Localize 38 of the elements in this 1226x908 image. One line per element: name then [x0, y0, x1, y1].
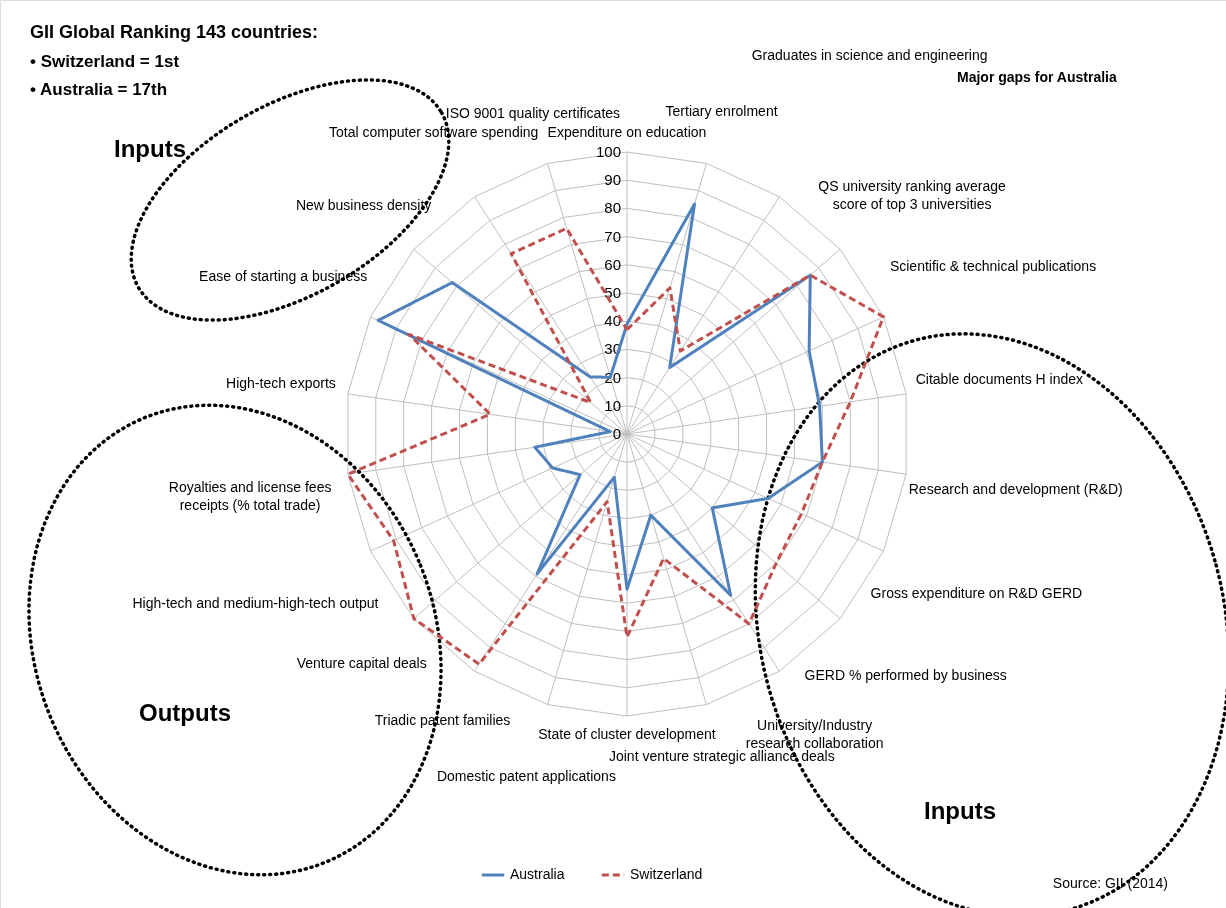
text: Inputs — [924, 797, 996, 824]
spoke-label: Scientific & technical publications — [889, 257, 1097, 274]
spoke-label: Graduates in science and engineering — [751, 47, 988, 64]
text: Major gaps for Australia — [957, 69, 1117, 85]
spoke-label: Total computer software spending — [329, 124, 539, 141]
spoke-label: Royalties and license fees receipts (% total trade) — [168, 479, 332, 514]
spoke-label: Venture capital deals — [296, 654, 427, 671]
y-tick-label: 90 — [604, 171, 621, 189]
y-tick-label: 10 — [604, 396, 621, 414]
y-tick-label: 40 — [604, 312, 621, 330]
spoke-label: Research and development (R&D) — [908, 480, 1123, 497]
legend-label: Australia — [510, 866, 565, 882]
spoke-label: State of cluster development — [538, 726, 716, 742]
spoke-label: Domestic patent applications — [436, 767, 616, 784]
source-note: Source: GII (2014) — [1052, 875, 1168, 891]
spoke-label: Gross expenditure on R&D GERD — [870, 584, 1083, 601]
y-tick-label: 70 — [604, 227, 621, 245]
text: Outputs — [139, 699, 231, 726]
spoke-label: Expenditure on education — [547, 124, 707, 140]
text: • Switzerland = 1st — [30, 52, 180, 71]
spoke-label: New business density — [295, 196, 432, 213]
y-tick-label: 100 — [595, 143, 621, 160]
spoke-label: High-tech exports — [226, 375, 336, 392]
legend-label: Switzerland — [630, 866, 703, 882]
y-tick-label: 60 — [604, 255, 621, 273]
spoke-label: Citable documents H index — [915, 371, 1084, 388]
spoke-label: ISO 9001 quality certificates — [445, 104, 621, 121]
spoke-label: Tertiary enrolment — [665, 102, 778, 119]
text: Inputs — [114, 135, 186, 162]
spoke-label: GERD % performed by business — [804, 666, 1007, 683]
spoke-label: High-tech and medium-high-tech output — [132, 594, 379, 611]
spoke-label: Triadic patent families — [374, 712, 511, 729]
y-tick-label: 50 — [604, 284, 621, 301]
y-tick-label: 80 — [604, 199, 621, 217]
text: • Australia = 17th — [30, 80, 168, 99]
spoke-label: QS university ranking average score of top 3 universities — [818, 177, 1007, 212]
chart-title: GII Global Ranking 143 countries: — [30, 22, 319, 42]
y-tick-label: 0 — [612, 425, 621, 442]
